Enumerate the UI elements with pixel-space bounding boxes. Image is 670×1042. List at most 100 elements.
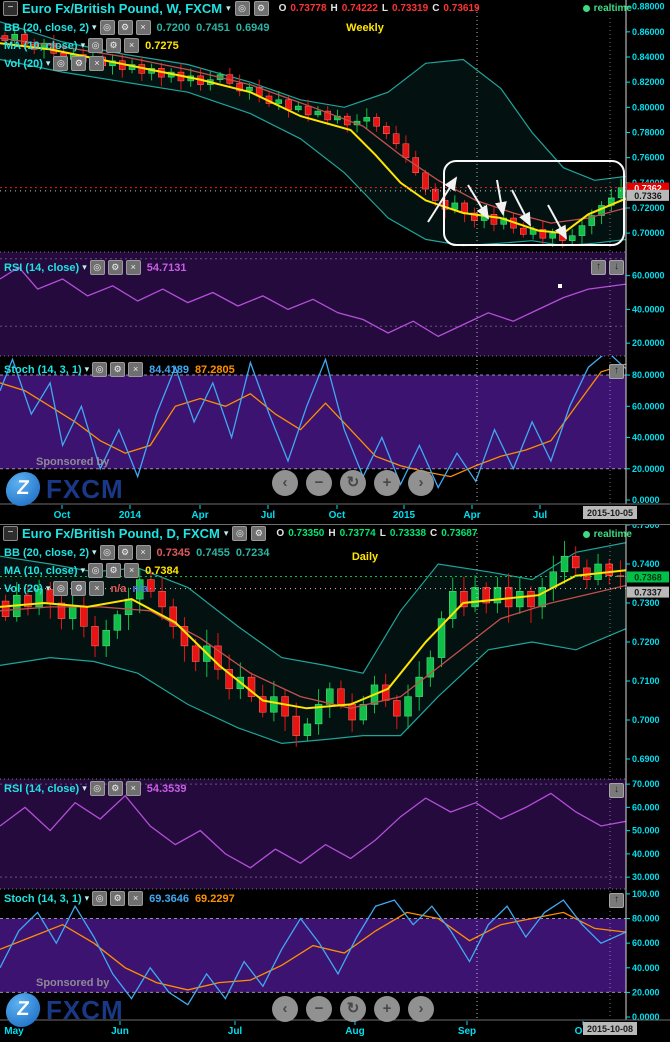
high-value: 0.74222 (341, 3, 378, 14)
pan-right-button[interactable]: › (408, 470, 434, 496)
pan-left-button[interactable]: ‹ (272, 470, 298, 496)
stoch-d-value: 87.2805 (194, 363, 235, 376)
gear-icon[interactable]: ⚙ (110, 891, 126, 906)
bb-lower-value: 0.6949 (235, 21, 270, 34)
chevron-down-icon[interactable]: ▾ (91, 547, 97, 557)
axis-label: 80.0000 (632, 370, 665, 380)
gear-icon[interactable]: ⚙ (110, 362, 126, 377)
zoom-out-button[interactable]: − (306, 470, 332, 496)
gear-icon[interactable]: ⚙ (107, 781, 123, 796)
pan-left-button[interactable]: ‹ (272, 996, 298, 1022)
stoch-k-value: 84.4189 (149, 363, 189, 376)
gear-icon[interactable]: ⚙ (251, 526, 267, 541)
stoch-indicator-label[interactable]: Stoch (14, 3, 1) (4, 363, 82, 376)
close-icon[interactable]: × (124, 38, 140, 53)
stoch-indicator-label[interactable]: Stoch (14, 3, 1) (4, 892, 82, 905)
ma-indicator-label[interactable]: MA (10, close) (4, 39, 78, 52)
chevron-down-icon[interactable]: ▾ (82, 262, 87, 272)
gear-icon[interactable]: ⚙ (117, 20, 133, 35)
weekly-price-plot[interactable]: 0.88000 0.86000 0.84000 0.82000 0.80000 0.780… (0, 0, 670, 524)
close-icon[interactable]: × (128, 891, 144, 906)
crosshair-icon[interactable]: ◎ (232, 526, 248, 541)
svg-text:2015-10-08: 2015-10-08 (587, 1024, 633, 1034)
collapse-chart-icon[interactable]: − (3, 526, 18, 541)
refresh-button[interactable]: ↻ (340, 996, 366, 1022)
pan-right-button[interactable]: › (408, 996, 434, 1022)
visibility-icon[interactable]: ◎ (88, 563, 104, 578)
pane-up-icon[interactable]: ↑ (609, 893, 624, 908)
price-badge (627, 586, 669, 598)
chevron-down-icon[interactable]: ▾ (45, 58, 51, 68)
gear-icon[interactable]: ⚙ (253, 1, 269, 16)
realtime-dot-icon (582, 531, 590, 538)
pane-up-icon[interactable]: ↑ (609, 364, 624, 379)
visibility-icon[interactable]: ◎ (92, 362, 108, 377)
zoom-in-button[interactable]: + (374, 996, 400, 1022)
chevron-down-icon[interactable]: ▾ (91, 22, 97, 32)
pane-up-icon[interactable]: ↑ (591, 260, 606, 275)
chevron-down-icon[interactable]: ▾ (45, 583, 51, 593)
close-icon[interactable]: × (128, 362, 144, 377)
gear-icon[interactable]: ⚙ (106, 563, 122, 578)
gear-icon[interactable]: ⚙ (71, 56, 87, 71)
ma-indicator-label[interactable]: MA (10, close) (4, 564, 78, 577)
close-icon[interactable]: × (135, 20, 151, 35)
gear-icon[interactable]: ⚙ (106, 38, 122, 53)
daily-price-plot[interactable]: 0.7500 0.7400 0.7300 0.7200 0.7100 0.7000 0.69… (0, 525, 670, 1042)
rsi-indicator-label[interactable]: RSI (14, close) (4, 261, 80, 274)
bb-indicator-label[interactable]: BB (20, close, 2) (4, 546, 89, 559)
axis-label: 0.7300 (632, 598, 660, 608)
axis-label: 50.000 (632, 826, 660, 836)
visibility-icon[interactable]: ◎ (89, 781, 105, 796)
visibility-icon[interactable]: ◎ (99, 20, 115, 35)
bb-indicator-label[interactable]: BB (20, close, 2) (4, 21, 89, 34)
zoom-out-button[interactable]: − (306, 996, 332, 1022)
visibility-icon[interactable]: ◎ (89, 260, 105, 275)
collapse-chart-icon[interactable]: − (3, 1, 18, 16)
chart-title[interactable]: Euro Fx/British Pound, D, FXCM (22, 526, 220, 541)
stoch-indicator-row: Stoch (14, 3, 1) ▾ ◎ ⚙ × 69.3646 69.2297 (4, 891, 235, 906)
chart-weekly: 0.88000 0.86000 0.84000 0.82000 0.80000 0.780… (0, 0, 670, 524)
chevron-down-icon[interactable]: ▾ (84, 364, 90, 374)
rsi-indicator-label[interactable]: RSI (14, close) (4, 782, 80, 795)
low-value: 0.73338 (389, 528, 427, 539)
chevron-down-icon[interactable]: ▾ (82, 783, 87, 793)
axis-label: 40.000 (632, 963, 660, 973)
pane-down-icon[interactable]: ↓ (609, 783, 624, 798)
axis-label: 0.7000 (632, 715, 660, 725)
crosshair-icon[interactable]: ◎ (234, 1, 250, 16)
stoch-k-value: 69.3646 (149, 892, 189, 905)
close-icon[interactable]: × (135, 545, 151, 560)
visibility-icon[interactable]: ◎ (88, 38, 104, 53)
zoom-in-button[interactable]: + (374, 470, 400, 496)
close-icon[interactable]: × (89, 56, 105, 71)
chevron-down-icon[interactable]: ▾ (226, 3, 231, 13)
gear-icon[interactable]: ⚙ (117, 545, 133, 560)
chevron-down-icon[interactable]: ▾ (80, 565, 86, 575)
close-icon[interactable]: × (125, 260, 141, 275)
visibility-icon[interactable]: ◎ (53, 56, 69, 71)
visibility-icon[interactable]: ◎ (53, 581, 69, 596)
gear-icon[interactable]: ⚙ (71, 581, 87, 596)
visibility-icon[interactable]: ◎ (99, 545, 115, 560)
pane-down-icon[interactable]: ↓ (609, 260, 624, 275)
close-value: 0.73687 (441, 528, 478, 539)
gear-icon[interactable]: ⚙ (107, 260, 123, 275)
visibility-icon[interactable]: ◎ (92, 891, 108, 906)
close-icon[interactable]: × (124, 563, 140, 578)
chart-title[interactable]: Euro Fx/British Pound, W, FXCM (22, 1, 223, 16)
vol-indicator-label[interactable]: Vol (20) (4, 57, 43, 70)
refresh-button[interactable]: ↻ (340, 470, 366, 496)
close-icon[interactable]: × (125, 781, 141, 796)
sponsor-block: Sponsored by Z FXCM (4, 452, 124, 506)
axis-label: 20.0000 (632, 338, 665, 348)
axis-label: 20.0000 (632, 464, 665, 474)
chevron-down-icon[interactable]: ▾ (80, 40, 86, 50)
vol-indicator-label[interactable]: Vol (20) (4, 582, 43, 595)
realtime-status: realtime (582, 3, 632, 14)
close-icon[interactable]: × (89, 581, 105, 596)
indicator-row-ma: MA (10, close) ▾ ◎ ⚙ × 0.7384 (4, 563, 179, 578)
chevron-down-icon[interactable]: ▾ (223, 528, 229, 538)
chevron-down-icon[interactable]: ▾ (84, 893, 90, 903)
vol-value-1: n/a (110, 582, 127, 595)
